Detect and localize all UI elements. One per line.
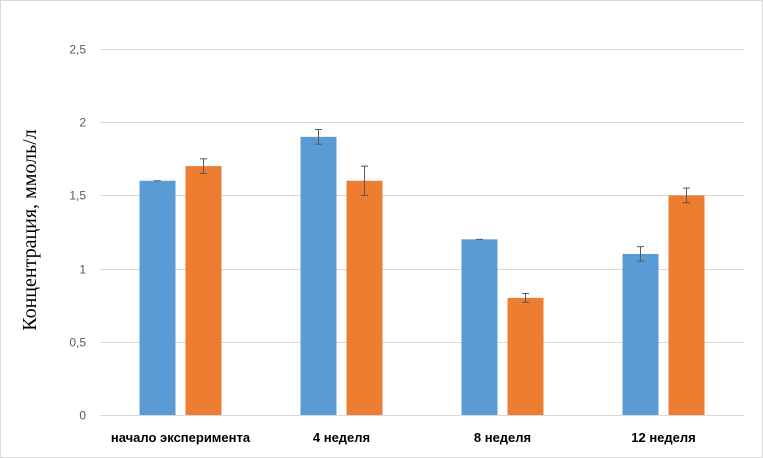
- bar-series2-3: [507, 297, 544, 415]
- error-bar: [522, 292, 529, 303]
- error-bar: [637, 246, 644, 262]
- category-label: 8 неделя: [474, 430, 531, 445]
- category-label: начало эксперимента: [111, 430, 251, 445]
- error-bar: [683, 187, 690, 204]
- error-bars: [154, 129, 690, 303]
- y-tick-label: 1: [79, 263, 86, 277]
- y-axis-title: Концентрация, ммоль/л: [19, 129, 41, 331]
- bar-series2-4: [668, 195, 705, 415]
- y-axis-ticks: 0 0,5 1 1,5 2 2,5: [69, 43, 86, 423]
- bars: [139, 136, 705, 415]
- category-label: 4 неделя: [313, 430, 370, 445]
- y-tick-label: 2,5: [69, 43, 86, 57]
- bar-series1-1: [139, 180, 176, 415]
- y-tick-label: 0: [79, 409, 86, 423]
- bar-series1-3: [461, 239, 498, 415]
- error-bar: [200, 158, 207, 174]
- bar-series2-1: [185, 166, 222, 415]
- error-bar: [361, 165, 368, 196]
- bar-series1-2: [300, 136, 337, 415]
- y-tick-label: 1,5: [69, 189, 86, 203]
- bar-series1-4: [622, 253, 659, 415]
- category-label: 12 неделя: [631, 430, 695, 445]
- y-tick-label: 2: [79, 116, 86, 130]
- bar-series2-2: [346, 180, 383, 415]
- y-tick-label: 0,5: [69, 336, 86, 350]
- x-axis-categories: начало эксперимента 4 неделя 8 неделя 12 не…: [111, 430, 696, 445]
- error-bar: [315, 129, 322, 145]
